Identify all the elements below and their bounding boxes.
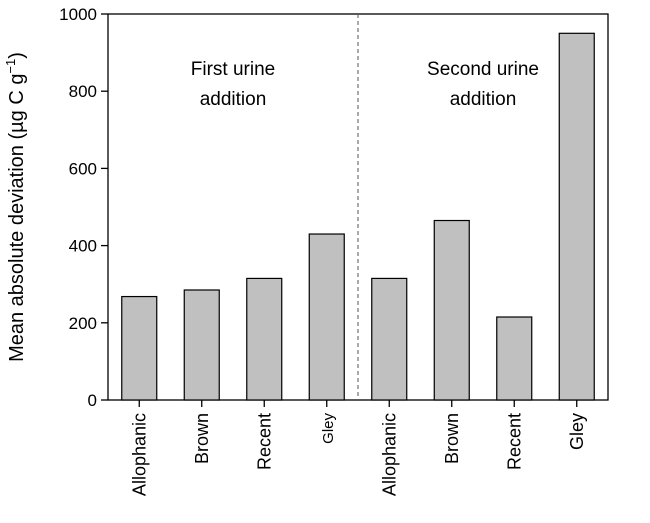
svg-text:Mean absolute deviation (µg C: Mean absolute deviation (µg C g−1) (3, 52, 28, 362)
group-label: Second urine (427, 59, 539, 80)
y-axis-label: Mean absolute deviation (µg C g−1) (3, 52, 28, 362)
y-tick-label: 1000 (59, 5, 97, 24)
x-tick-label: Brown (192, 413, 212, 464)
bar (183, 289, 220, 401)
y-tick-label: 400 (69, 237, 97, 256)
x-tick-label: Gley (567, 413, 587, 450)
plot-area: 0 200 400 600 800 1000 Allophanic Brown Recent Gl… (59, 5, 609, 496)
x-tick-label: Allophanic (129, 413, 149, 496)
y-tick-label: 600 (69, 159, 97, 178)
bar (496, 316, 533, 401)
bar (308, 233, 345, 401)
group-label: First urine (191, 59, 275, 80)
y-tick-label: 200 (69, 314, 97, 333)
x-tick-label: Brown (442, 413, 462, 464)
y-axis-label-text: Mean absolute deviation (µg C g (6, 74, 28, 362)
y-tick-label: 800 (69, 82, 97, 101)
group-label: addition (450, 89, 517, 110)
x-tick-label: Recent (254, 413, 274, 470)
x-tick-label: Gley (320, 413, 337, 444)
bar (558, 32, 595, 401)
y-axis-label-close: ) (6, 52, 28, 59)
y-tick-label: 0 (88, 391, 97, 410)
bar (433, 219, 470, 401)
bar (121, 295, 158, 401)
x-tick-label: Recent (504, 413, 524, 470)
y-axis-label-superscript: −1 (3, 59, 18, 74)
x-tick-label: Allophanic (379, 413, 399, 496)
bar (246, 277, 283, 401)
bar (371, 277, 408, 401)
group-label: addition (200, 89, 267, 110)
